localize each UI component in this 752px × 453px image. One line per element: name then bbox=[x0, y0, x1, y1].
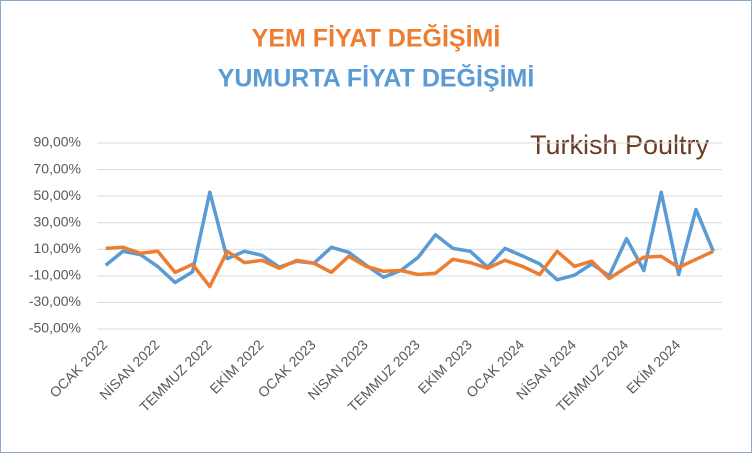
logo: Turkish Poultry bbox=[530, 130, 710, 160]
y-tick-label: -30,00% bbox=[29, 293, 81, 309]
series-line bbox=[105, 245, 715, 289]
series-line bbox=[104, 190, 715, 285]
y-tick-label: 70,00% bbox=[34, 160, 81, 176]
y-tick-label: 50,00% bbox=[34, 187, 81, 203]
y-tick-label: -10,00% bbox=[29, 267, 81, 283]
y-tick-label: 10,00% bbox=[34, 240, 81, 256]
y-tick-label: 90,00% bbox=[34, 134, 81, 150]
y-tick-label: -50,00% bbox=[29, 320, 81, 336]
chart-title-line: YEM FİYAT DEĞİŞİMİ bbox=[252, 24, 501, 53]
y-tick-label: 30,00% bbox=[34, 213, 81, 229]
chart-title-line: YUMURTA FİYAT DEĞİŞİMİ bbox=[218, 64, 535, 93]
